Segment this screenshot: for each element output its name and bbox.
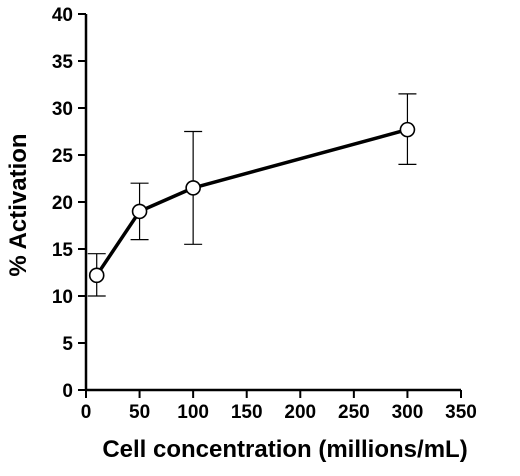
error-bars: [87, 93, 417, 297]
data-markers: [88, 121, 416, 284]
y-tick-label: 15: [52, 240, 74, 261]
y-tick-label: 40: [52, 5, 73, 26]
data-point: [131, 203, 148, 220]
y-tick-label: 20: [52, 193, 73, 214]
data-point: [185, 180, 201, 196]
y-tick-label: 30: [52, 99, 73, 120]
x-tick-label: 100: [177, 402, 209, 423]
x-tick-label: 150: [231, 402, 263, 423]
series-line: [94, 127, 410, 278]
y-axis-label: % Activation: [5, 133, 32, 276]
x-tick-label: 350: [445, 402, 477, 423]
x-tick-label: 300: [392, 402, 424, 423]
y-tick-label: 5: [62, 334, 73, 355]
y-tick-label: 35: [52, 52, 74, 73]
data-point: [399, 121, 416, 138]
y-tick-label: 10: [52, 287, 73, 308]
series-polyline: [94, 127, 410, 278]
x-axis-label: Cell concentration (millions/mL): [102, 436, 467, 463]
axes: [84, 14, 461, 392]
x-tick-label: 50: [129, 402, 150, 423]
x-tick-label: 0: [81, 402, 92, 423]
x-tick-label: 250: [338, 402, 370, 423]
y-tick-label: 0: [62, 381, 73, 402]
data-point: [88, 267, 105, 284]
tick-marks: 0 5 10 15 20 25 30 35 40 0 50 100 150 200 250 300 350: [52, 5, 477, 423]
y-tick-label: 25: [52, 146, 74, 167]
x-tick-label: 200: [284, 402, 316, 423]
